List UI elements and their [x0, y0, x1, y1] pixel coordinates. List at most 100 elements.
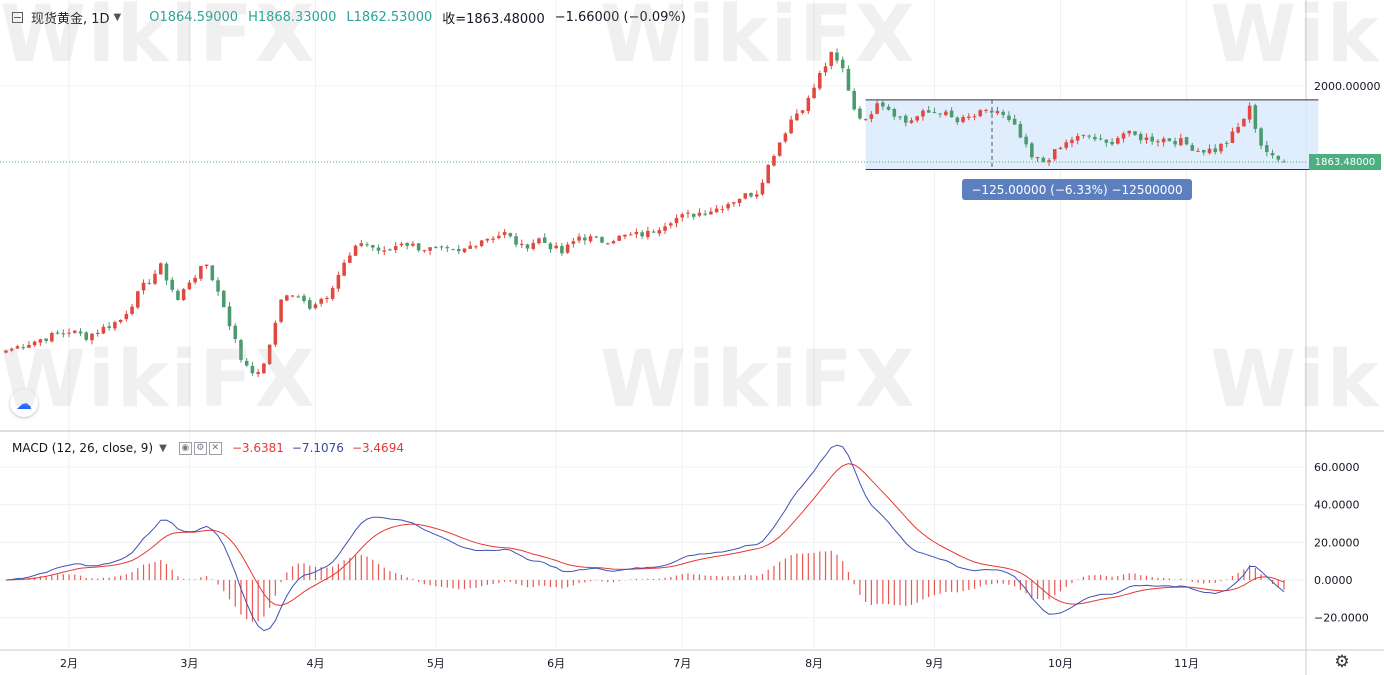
close-icon[interactable]: ✕	[208, 441, 222, 455]
candle-body	[737, 198, 742, 203]
candle-body	[863, 119, 868, 121]
candle-body	[703, 213, 707, 215]
candle-body	[497, 235, 501, 239]
candle-body	[903, 115, 908, 123]
candle-body	[628, 234, 633, 236]
low-value: L1862.53000	[346, 9, 433, 25]
candle-body	[1121, 133, 1126, 139]
candle-body	[531, 242, 536, 249]
eye-icon[interactable]: ◉	[178, 441, 192, 455]
candle-body	[1116, 138, 1120, 144]
candle-body	[840, 59, 845, 69]
candle-body	[256, 372, 260, 374]
symbol-label[interactable]: 现货黄金, 1D	[31, 11, 110, 27]
candle-body	[313, 304, 318, 309]
candle-body	[371, 245, 375, 248]
candle-body	[244, 360, 249, 366]
candle-body	[800, 110, 805, 113]
candle-body	[416, 243, 421, 251]
gear-icon[interactable]: ⚙	[1334, 652, 1350, 672]
macd-tick-label: −20.0000	[1314, 612, 1369, 625]
candle-body	[588, 236, 593, 242]
candle-body	[1230, 131, 1235, 144]
candle-body	[61, 333, 66, 335]
candle-body	[227, 306, 232, 327]
candle-body	[623, 234, 627, 237]
candle-body	[462, 248, 467, 253]
candle-body	[766, 164, 770, 184]
candle-body	[949, 110, 954, 118]
candle-body	[1030, 143, 1034, 158]
candle-body	[583, 237, 587, 241]
candle-body	[514, 236, 518, 245]
candle-body	[726, 204, 730, 209]
macd-label[interactable]: MACD (12, 26, close, 9)	[12, 441, 154, 455]
candle-body	[193, 277, 197, 283]
candle-body	[1052, 149, 1057, 160]
candle-body	[141, 282, 146, 291]
candle-body	[1110, 141, 1114, 145]
candle-body	[1219, 143, 1223, 152]
chevron-down-icon[interactable]: ▼	[113, 11, 122, 23]
time-tick-label: 8月	[805, 657, 823, 670]
candle-body	[995, 111, 1000, 114]
candle-body	[342, 262, 346, 276]
candle-body	[743, 193, 748, 199]
candle-body	[44, 338, 48, 341]
candle-body	[915, 116, 919, 121]
candle-body	[926, 110, 931, 113]
settings-icon[interactable]: ⚙	[193, 441, 207, 455]
price-range-label: −125.00000 (−6.33%) −12500000	[962, 179, 1192, 200]
candle-body	[525, 244, 530, 249]
candle-body	[1138, 134, 1143, 141]
candle-body	[709, 211, 713, 215]
candle-body	[4, 350, 8, 353]
time-tick-label: 9月	[925, 657, 943, 670]
candle-body	[886, 106, 891, 110]
candle-body	[1070, 139, 1074, 144]
candle-body	[852, 90, 856, 110]
candle-body	[176, 290, 180, 300]
candle-body	[955, 117, 960, 123]
candle-body	[818, 73, 822, 89]
candle-body	[772, 156, 776, 166]
candle-body	[382, 250, 387, 252]
cloud-icon[interactable]: ☁	[10, 389, 38, 417]
macd-header: MACD (12, 26, close, 9) ▼ ◉ ⚙ ✕ −3.6381 …	[0, 436, 404, 460]
candle-body	[1213, 148, 1218, 153]
candle-body	[491, 238, 495, 240]
candle-body	[307, 300, 312, 309]
chevron-down-icon[interactable]: ▼	[159, 442, 167, 454]
candle-body	[250, 365, 255, 374]
candle-body	[1173, 141, 1177, 145]
candle-body	[1104, 139, 1109, 143]
candle-body	[1150, 136, 1154, 142]
candle-body	[548, 243, 553, 250]
candle-body	[124, 313, 129, 320]
candle-body	[932, 111, 937, 113]
candle-body	[164, 263, 169, 281]
high-value: H1868.33000	[248, 9, 337, 25]
candle-body	[239, 340, 243, 360]
collapse-icon[interactable]	[12, 11, 23, 23]
measure-box	[865, 99, 1319, 170]
candle-body	[199, 265, 203, 279]
candle-body	[267, 344, 272, 364]
candle-body	[537, 238, 541, 244]
candle-body	[95, 333, 100, 335]
macd-hist-value: −3.6381	[231, 441, 284, 455]
candle-body	[502, 232, 507, 235]
candle-body	[1156, 141, 1160, 143]
candle-body	[760, 182, 765, 195]
candle-body	[881, 102, 885, 107]
candle-body	[542, 237, 547, 244]
candle-body	[1127, 130, 1132, 134]
candle-body	[399, 243, 404, 246]
candle-body	[823, 66, 828, 73]
candle-body	[1270, 152, 1275, 156]
candle-body	[153, 273, 157, 284]
candle-body	[233, 325, 238, 340]
candle-body	[422, 250, 427, 252]
candle-body	[445, 246, 450, 249]
